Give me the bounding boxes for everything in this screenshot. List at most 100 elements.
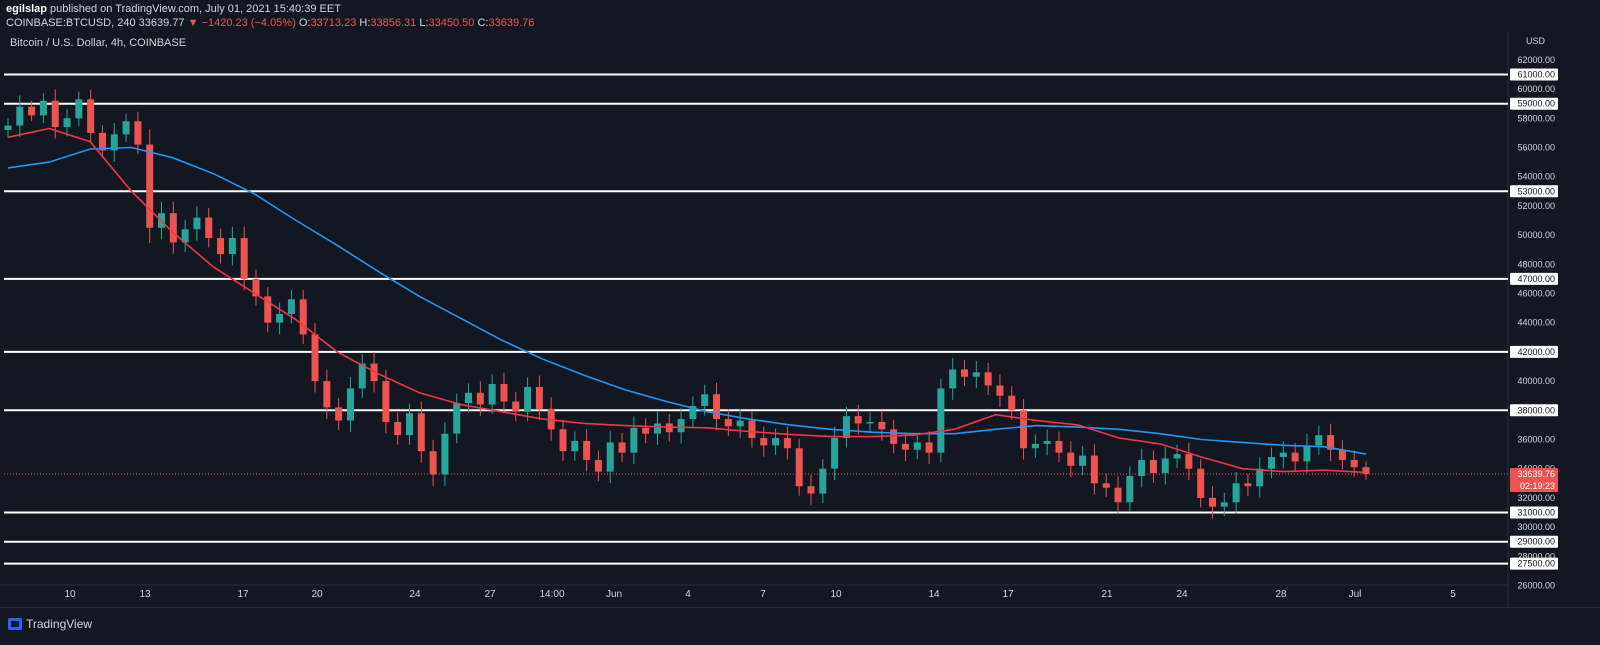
price-tick-label: 36000.00: [1517, 435, 1555, 445]
high-label: H:: [359, 17, 371, 29]
candle-body: [1208, 497, 1216, 507]
candle-body: [1303, 445, 1311, 462]
time-tick-label: 5: [1450, 589, 1456, 600]
candle-body: [1291, 452, 1299, 462]
candle-body: [1043, 440, 1051, 444]
time-tick-label: 17: [1002, 589, 1014, 600]
candle-body: [488, 384, 496, 405]
level-price-label: 59000.00: [1517, 99, 1555, 109]
level-price-label: 27500.00: [1517, 559, 1555, 569]
candle-body: [16, 106, 24, 126]
candle-body: [1256, 468, 1264, 487]
tradingview-brand[interactable]: TradingView: [8, 617, 92, 631]
time-tick-label: 14:00: [539, 589, 564, 600]
level-price-label: 53000.00: [1517, 186, 1555, 196]
candle-body: [807, 486, 815, 494]
price-tick-label: 56000.00: [1517, 143, 1555, 153]
open-value: 33713.23: [310, 17, 357, 29]
candle-body: [913, 442, 921, 450]
candle-body: [937, 388, 945, 453]
price-tick-label: 52000.00: [1517, 201, 1555, 211]
candle-body: [653, 423, 661, 434]
price-tick-label: 46000.00: [1517, 289, 1555, 299]
candle-body: [736, 420, 744, 427]
tradingview-logo-icon: [8, 618, 22, 630]
candle-body: [1008, 395, 1016, 411]
level-price-tag: [1510, 506, 1558, 519]
candle-body: [689, 405, 697, 420]
candle-body: [783, 438, 791, 449]
price-tick-label: 62000.00: [1517, 55, 1555, 65]
candle-body: [1185, 454, 1193, 469]
candle-body: [996, 385, 1004, 396]
author-name[interactable]: egilslap: [6, 3, 47, 15]
candle-body: [618, 442, 626, 453]
ohlc-legend: COINBASE:BTCUSD, 240 33639.77 ▼ −1420.23…: [6, 17, 534, 29]
candle-body: [252, 278, 260, 297]
symbol-label: COINBASE:BTCUSD, 240: [6, 17, 136, 29]
time-tick-label: 24: [1176, 589, 1188, 600]
candle-body: [358, 363, 366, 389]
candle-body: [181, 229, 189, 243]
candle-body: [1114, 487, 1122, 503]
price-tick-label: 44000.00: [1517, 318, 1555, 328]
time-tick-label: 21: [1101, 589, 1113, 600]
candle-body: [1279, 452, 1287, 458]
level-price-label: 31000.00: [1517, 508, 1555, 518]
time-tick-label: 28: [1275, 589, 1287, 600]
candle-body: [417, 413, 425, 452]
candle-body: [1090, 455, 1098, 484]
candle-body: [1126, 476, 1134, 503]
candle-body: [854, 416, 862, 424]
candle-body: [323, 381, 331, 408]
price-tick-label: 48000.00: [1517, 259, 1555, 269]
candle-body: [228, 238, 236, 255]
candle-body: [346, 388, 354, 421]
time-tick-label: 17: [237, 589, 249, 600]
candle-body: [949, 369, 957, 389]
close-label: C:: [477, 17, 489, 29]
time-tick-label: 20: [311, 589, 323, 600]
candle-body: [299, 299, 307, 335]
price-tick-label: 54000.00: [1517, 172, 1555, 182]
candle-body: [500, 384, 508, 402]
candle-body: [453, 403, 461, 434]
candle-body: [51, 100, 59, 128]
candle-body: [1338, 449, 1346, 460]
level-price-label: 38000.00: [1517, 405, 1555, 415]
footer-bar: TradingView: [0, 607, 1600, 645]
time-tick-label: 7: [760, 589, 766, 600]
candle-body: [134, 121, 142, 145]
candle-body: [240, 238, 248, 279]
time-tick-label: 10: [830, 589, 842, 600]
time-tick-label: Jun: [606, 589, 622, 600]
candle-body: [760, 438, 768, 446]
price-tick-label: 28000.00: [1517, 551, 1555, 561]
candle-body: [1244, 483, 1252, 487]
candle-body: [571, 440, 579, 452]
price-tick-label: 58000.00: [1517, 113, 1555, 123]
chart-title: Bitcoin / U.S. Dollar, 4h, COINBASE: [10, 37, 187, 49]
candle-body: [311, 334, 319, 382]
candle-body: [901, 443, 909, 450]
candle-body: [382, 381, 390, 422]
candle-body: [642, 427, 650, 434]
level-price-label: 61000.00: [1517, 70, 1555, 80]
time-tick-label: 27: [484, 589, 496, 600]
low-value: 33450.50: [428, 17, 475, 29]
high-value: 33856.31: [370, 17, 417, 29]
candle-body: [606, 442, 614, 472]
candle-body: [1138, 459, 1146, 476]
candle-body: [831, 438, 839, 469]
moving-average-slow-line: [7, 146, 1367, 455]
price-tick-label: 40000.00: [1517, 376, 1555, 386]
candle-body: [972, 372, 980, 377]
candle-body: [169, 213, 177, 243]
price-tick-label: 32000.00: [1517, 493, 1555, 503]
brand-label: TradingView: [26, 617, 93, 631]
publish-info: egilslap published on TradingView.com, J…: [6, 3, 341, 15]
candle-body: [28, 106, 36, 116]
level-price-tag: [1510, 345, 1558, 358]
candle-body: [795, 448, 803, 487]
